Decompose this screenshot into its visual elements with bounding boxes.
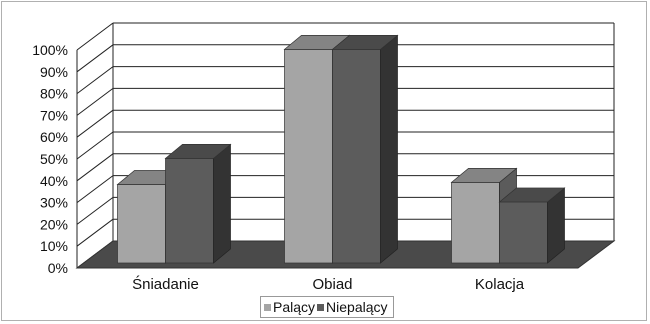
bar-front	[165, 158, 214, 264]
side-gridline	[76, 44, 114, 73]
bar-side	[380, 34, 398, 264]
y-tick-label: 0%	[48, 260, 68, 276]
legend-swatch-palacy	[264, 303, 271, 311]
y-tick-label: 80%	[40, 86, 68, 102]
side-gridline	[76, 66, 114, 94]
side-gridline	[76, 131, 114, 160]
side-gridline	[76, 153, 114, 182]
bar-top	[331, 35, 399, 50]
x-category-label: Obiad	[312, 276, 352, 293]
bar-top	[498, 187, 566, 203]
y-tick-label: 20%	[40, 216, 68, 232]
y-tick-label: 50%	[40, 151, 68, 167]
bar-front	[284, 49, 333, 264]
side-gridline	[76, 88, 114, 116]
y-tick-label: 40%	[40, 173, 68, 189]
y-tick-label: 10%	[40, 238, 68, 254]
y-tick-label: 70%	[40, 107, 68, 123]
y-tick-label: 30%	[40, 195, 68, 211]
x-category-label: Śniadanie	[132, 275, 199, 293]
bar-front	[117, 184, 166, 264]
bar-front	[451, 181, 500, 264]
y-tick-label: 60%	[40, 129, 68, 145]
legend-entry-niepalacy: Niepalący	[317, 299, 388, 315]
legend-label-niepalacy: Niepalący	[326, 299, 388, 315]
bar-front	[499, 201, 548, 264]
bar-side	[213, 143, 231, 264]
side-gridline	[76, 196, 114, 225]
legend: Palący Niepalący	[260, 296, 394, 318]
x-category-label: Kolacja	[475, 276, 525, 293]
side-gridline	[76, 218, 114, 247]
legend-label-palacy: Palący	[273, 299, 316, 315]
side-gridline	[76, 22, 114, 51]
side-gridline	[76, 175, 114, 204]
bar-top	[164, 144, 232, 159]
legend-entry-palacy: Palący	[264, 299, 315, 315]
side-gridline	[76, 109, 114, 138]
bar-top	[450, 167, 518, 183]
legend-swatch-niepalacy	[317, 303, 325, 311]
bar-front	[332, 49, 381, 264]
y-tick-label: 100%	[32, 42, 68, 58]
y-tick-label: 90%	[40, 64, 68, 80]
